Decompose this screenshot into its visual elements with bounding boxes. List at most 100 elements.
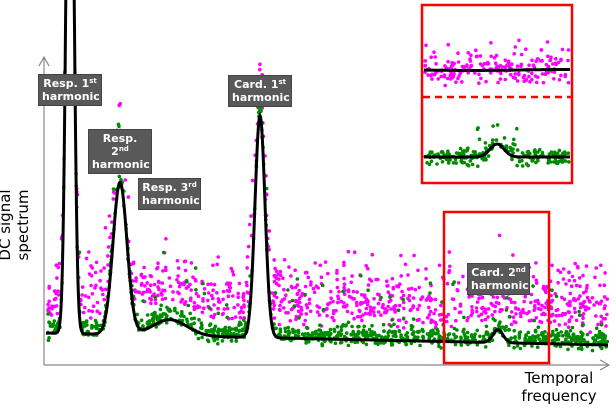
data-point-a <box>516 307 521 312</box>
data-point-b <box>526 330 531 335</box>
data-point-b <box>366 288 370 293</box>
inset-curve-a <box>424 68 570 72</box>
data-point-a <box>89 316 93 320</box>
data-point-b <box>197 317 201 322</box>
data-point-b <box>212 326 217 331</box>
data-point-b <box>182 314 186 319</box>
data-point-a <box>578 305 583 310</box>
data-point-a <box>175 259 180 263</box>
inset-point-b <box>473 152 478 156</box>
data-point-a <box>599 314 603 319</box>
inset-point-a <box>430 77 434 81</box>
data-point-a <box>596 322 600 327</box>
data-point-a <box>281 276 285 281</box>
data-point-b <box>362 324 367 329</box>
inset-point-a <box>477 81 481 85</box>
data-point-b <box>154 325 159 329</box>
data-point-a <box>593 275 597 280</box>
data-point-a <box>490 313 495 317</box>
data-point-b <box>558 344 563 349</box>
label-word: harmonic <box>92 158 150 171</box>
data-point-a <box>366 283 371 287</box>
data-point-a <box>156 279 161 284</box>
data-point-a <box>352 316 356 321</box>
data-point-b <box>318 323 322 328</box>
data-point-b <box>200 335 204 340</box>
data-point-a <box>602 295 607 299</box>
label-card-1st-harmonic: Card. 1st harmonic <box>228 75 292 107</box>
inset-point-a <box>524 47 528 51</box>
data-point-a <box>55 311 60 316</box>
data-point-a <box>385 308 389 313</box>
data-point-a <box>577 276 582 280</box>
data-point-a <box>304 312 309 316</box>
inset-point-b <box>462 152 466 156</box>
inset-point-b <box>509 148 513 153</box>
inset-point-b <box>502 136 507 140</box>
data-point-a <box>294 299 298 304</box>
data-point-b <box>533 328 538 333</box>
inset-point-a <box>486 61 491 66</box>
data-point-a <box>307 297 312 302</box>
data-point-a <box>278 269 283 274</box>
data-point-a <box>230 269 235 274</box>
data-point-b <box>346 343 351 348</box>
data-point-a <box>317 313 322 317</box>
data-point-b <box>286 288 290 292</box>
inset-point-a <box>426 73 430 77</box>
data-point-a <box>540 303 544 308</box>
data-point-b <box>513 336 517 340</box>
inset-point-a <box>496 80 500 85</box>
inset-point-b <box>476 164 480 168</box>
data-point-b <box>452 280 457 284</box>
inset-point-b <box>458 146 463 151</box>
data-point-a <box>111 190 116 194</box>
data-point-a <box>46 302 50 307</box>
data-point-a <box>427 313 432 317</box>
label-suffix: nd <box>515 266 526 274</box>
data-point-b <box>397 329 402 334</box>
data-point-a <box>316 286 321 290</box>
data-point-b <box>465 330 470 335</box>
inset-point-a <box>478 62 483 66</box>
data-point-b <box>216 342 220 346</box>
inset-point-a <box>457 74 461 78</box>
data-point-a <box>525 311 529 316</box>
data-point-b <box>344 331 349 335</box>
data-point-a <box>258 67 262 72</box>
data-point-a <box>386 304 390 309</box>
inset-point-a <box>543 72 548 77</box>
inset-point-a <box>479 76 483 81</box>
data-point-b <box>145 313 150 317</box>
inset-point-a <box>530 71 534 76</box>
data-point-b <box>404 342 409 347</box>
data-point-b <box>206 339 211 344</box>
data-point-a <box>276 272 280 277</box>
data-point-a <box>433 297 438 302</box>
data-point-b <box>158 307 163 312</box>
inset-point-a <box>515 79 520 83</box>
inset-point-a <box>454 80 458 84</box>
data-point-a <box>330 315 335 320</box>
inset-point-b <box>483 141 488 145</box>
data-point-a <box>215 262 219 267</box>
data-point-a <box>227 289 232 294</box>
data-point-a <box>335 268 339 273</box>
label-name: Resp. <box>142 181 177 194</box>
data-point-a <box>573 310 577 315</box>
data-point-a <box>456 281 461 285</box>
data-point-a <box>164 237 168 241</box>
data-point-b <box>410 324 415 329</box>
data-point-a <box>94 260 99 265</box>
data-point-a <box>148 296 152 301</box>
inset-point-a <box>448 73 453 78</box>
inset-point-b <box>508 145 512 150</box>
data-point-a <box>202 306 206 311</box>
data-point-b <box>324 332 328 337</box>
data-point-b <box>577 309 581 314</box>
data-point-b <box>550 288 554 293</box>
inset-point-b <box>557 148 562 153</box>
data-point-b <box>286 329 291 333</box>
data-point-a <box>584 289 588 294</box>
data-point-b <box>577 313 582 318</box>
